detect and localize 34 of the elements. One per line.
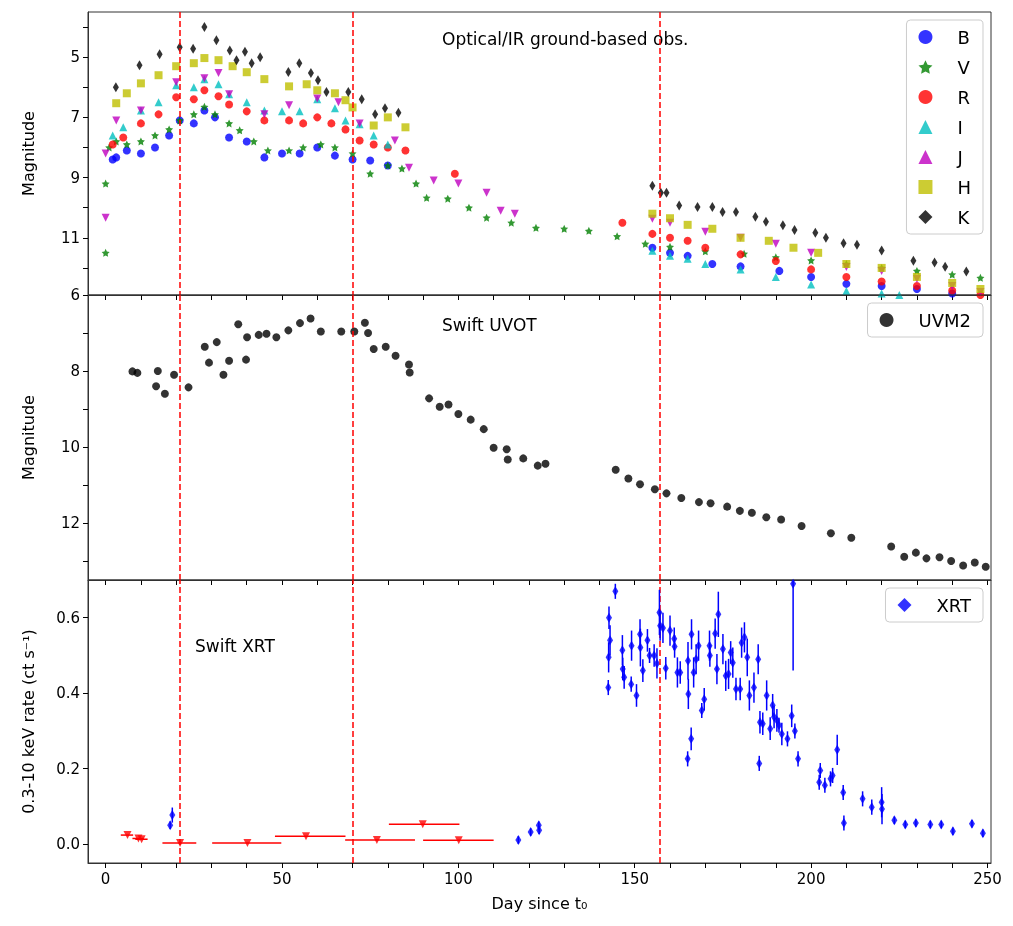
y-tick-label: 7 <box>70 108 80 127</box>
y-tick-label: 6 <box>70 286 80 304</box>
y-tick-label: 0.0 <box>56 835 80 854</box>
y-tick-label: 0.4 <box>56 684 80 703</box>
annotation: Swift UVOT <box>442 314 538 335</box>
y-tick-label: 10 <box>60 438 80 456</box>
legend-label: I <box>957 116 963 138</box>
y-axis-title: Magnitude <box>18 395 38 480</box>
x-tick-label: 50 <box>272 869 292 888</box>
x-axis-title: Day since t₀ <box>491 893 588 913</box>
y-tick-label: 12 <box>60 514 80 532</box>
legend-label: V <box>957 56 971 78</box>
y-tick-label: 11 <box>60 228 80 247</box>
legend-label: XRT <box>936 594 972 616</box>
y-tick-label: 0.2 <box>56 759 80 778</box>
y-tick-label: 0.6 <box>56 608 80 627</box>
y-tick-label: 5 <box>70 48 80 67</box>
legend-label: UVM2 <box>918 309 972 331</box>
y-tick-label: 9 <box>70 168 80 187</box>
y-axis-title: Magnitude <box>18 111 38 196</box>
y-tick-label: 8 <box>70 362 80 380</box>
legend-label: K <box>957 206 971 228</box>
annotation: Swift XRT <box>195 635 276 656</box>
y-axis-title: 0.3-10 keV rate (ct s⁻¹) <box>18 629 38 814</box>
x-tick-label: 100 <box>444 869 473 888</box>
legend-label: J <box>956 146 963 168</box>
x-tick-label: 150 <box>620 869 650 888</box>
x-tick-label: 200 <box>796 869 826 888</box>
legend-label: B <box>957 26 970 48</box>
legend-label: H <box>957 176 972 198</box>
x-tick-label: 250 <box>973 869 1002 888</box>
legend-label: R <box>957 86 970 108</box>
annotation: Optical/IR ground-based obs. <box>442 28 689 49</box>
x-tick-label: 0 <box>100 869 111 888</box>
